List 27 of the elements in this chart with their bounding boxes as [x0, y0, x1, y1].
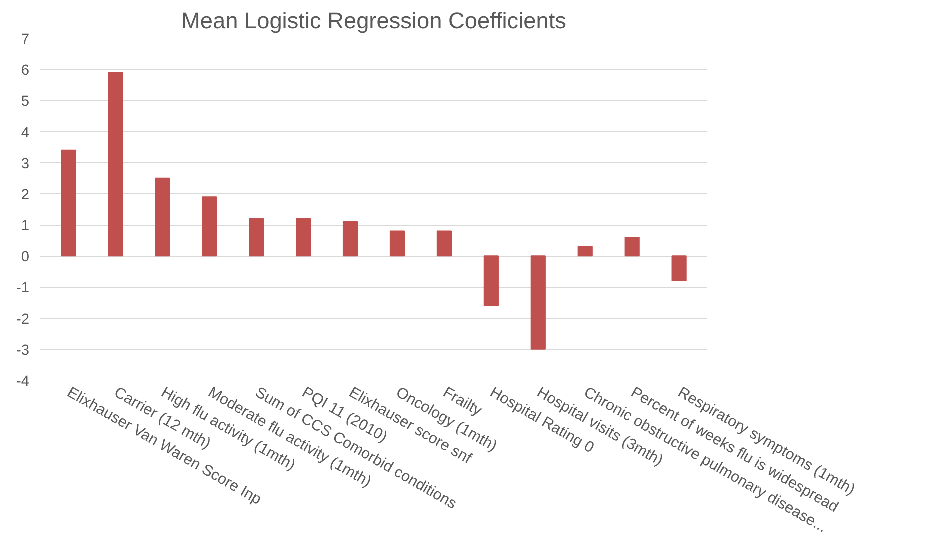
bar	[530, 256, 546, 350]
bar	[202, 196, 218, 257]
y-tick-label: 0	[21, 250, 30, 266]
y-tick-label: -1	[16, 280, 30, 297]
bar	[61, 150, 76, 257]
y-tick-label: 7	[21, 32, 30, 48]
bar	[624, 236, 640, 257]
bar	[249, 218, 264, 257]
bar	[672, 256, 687, 282]
bar	[296, 218, 312, 257]
y-tick-label: -2	[16, 312, 30, 328]
bar	[108, 72, 124, 257]
bar	[578, 246, 593, 257]
bar	[155, 178, 170, 257]
bar	[390, 230, 406, 257]
bar	[342, 221, 358, 257]
bar	[484, 256, 499, 306]
bar	[436, 230, 452, 257]
y-tick-label: 5	[21, 94, 30, 110]
y-tick-label: -3	[16, 342, 30, 359]
y-tick-label: -4	[16, 374, 30, 390]
y-tick-label: 4	[21, 125, 30, 142]
chart-title: Mean Logistic Regression Coefficients	[182, 8, 566, 34]
y-tick-label: 2	[21, 187, 30, 204]
y-tick-label: 3	[21, 156, 30, 172]
y-tick-label: 1	[21, 218, 30, 235]
y-tick-label: 6	[21, 63, 30, 80]
